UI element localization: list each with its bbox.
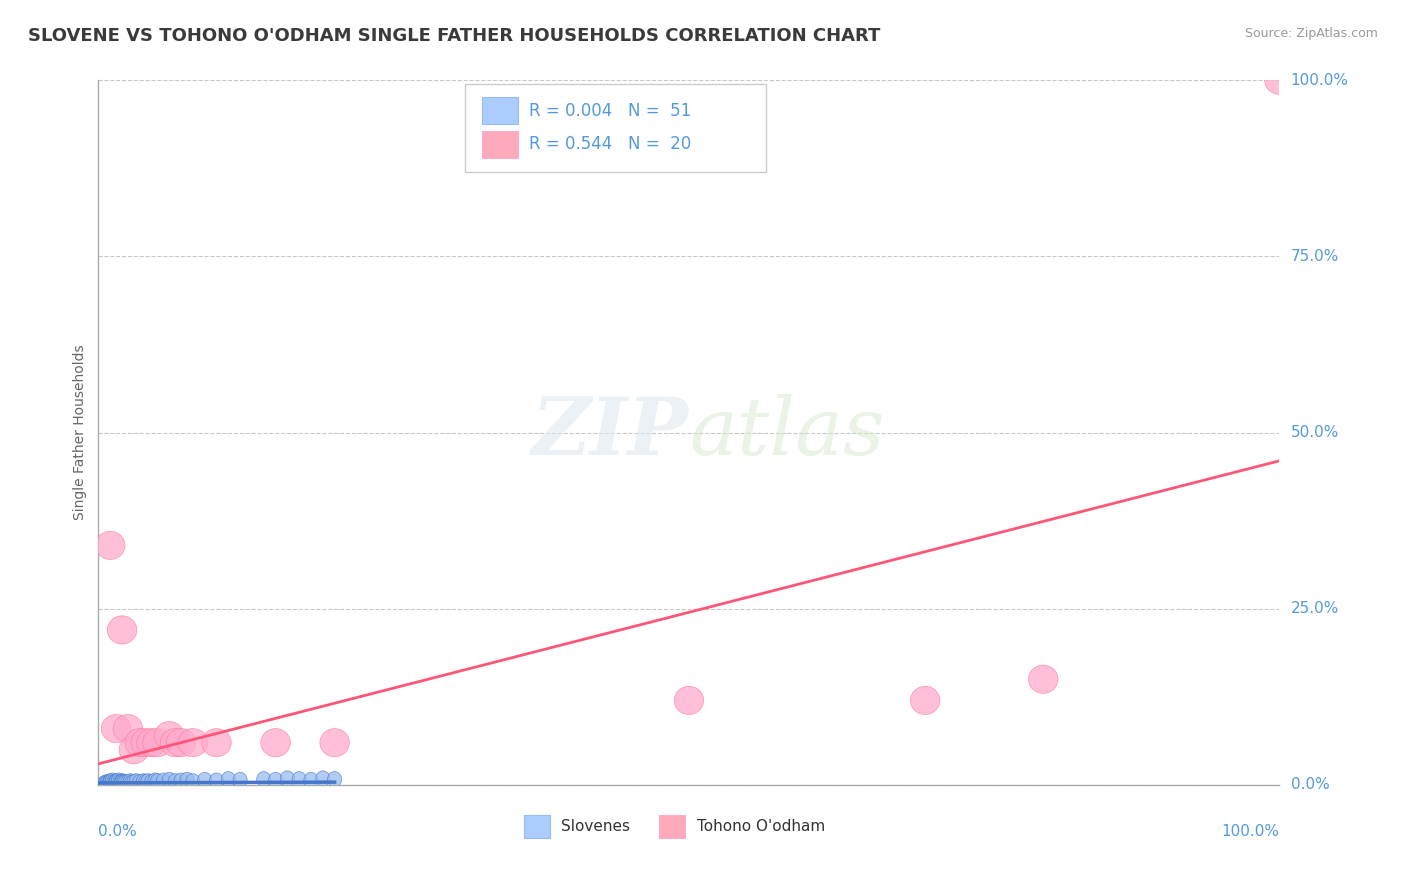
FancyBboxPatch shape <box>482 131 517 158</box>
Ellipse shape <box>124 775 139 790</box>
Ellipse shape <box>1265 66 1295 95</box>
Ellipse shape <box>143 729 173 756</box>
Ellipse shape <box>129 773 143 789</box>
Ellipse shape <box>108 775 122 790</box>
Ellipse shape <box>169 773 183 789</box>
Text: 100.0%: 100.0% <box>1222 823 1279 838</box>
FancyBboxPatch shape <box>482 97 517 124</box>
Ellipse shape <box>269 772 283 788</box>
Ellipse shape <box>166 729 195 756</box>
Ellipse shape <box>114 775 128 790</box>
Ellipse shape <box>198 772 212 788</box>
Ellipse shape <box>911 686 941 714</box>
Ellipse shape <box>150 773 165 789</box>
Text: 0.0%: 0.0% <box>1291 778 1329 792</box>
Ellipse shape <box>280 771 294 787</box>
Ellipse shape <box>141 773 155 789</box>
Text: ZIP: ZIP <box>531 394 689 471</box>
Ellipse shape <box>162 772 176 788</box>
Ellipse shape <box>98 775 112 790</box>
Ellipse shape <box>105 773 120 789</box>
Text: R = 0.004   N =  51: R = 0.004 N = 51 <box>530 102 692 120</box>
Text: atlas: atlas <box>689 394 884 471</box>
Ellipse shape <box>100 776 114 791</box>
Ellipse shape <box>221 772 235 787</box>
Text: 0.0%: 0.0% <box>98 823 138 838</box>
Text: Slovenes: Slovenes <box>561 819 630 834</box>
Ellipse shape <box>292 772 307 787</box>
Ellipse shape <box>107 774 121 790</box>
Text: 100.0%: 100.0% <box>1291 73 1348 87</box>
Y-axis label: Single Father Households: Single Father Households <box>73 345 87 520</box>
Ellipse shape <box>97 776 111 791</box>
Ellipse shape <box>110 775 124 790</box>
Ellipse shape <box>110 773 124 789</box>
Ellipse shape <box>117 774 132 790</box>
Ellipse shape <box>125 729 155 756</box>
Ellipse shape <box>145 774 159 790</box>
Ellipse shape <box>132 774 146 790</box>
Ellipse shape <box>101 714 131 743</box>
Ellipse shape <box>124 773 138 789</box>
Text: Tohono O'odham: Tohono O'odham <box>697 819 825 834</box>
Ellipse shape <box>675 686 704 714</box>
Ellipse shape <box>103 775 117 790</box>
Ellipse shape <box>139 774 153 790</box>
FancyBboxPatch shape <box>659 815 685 838</box>
Ellipse shape <box>202 729 232 756</box>
FancyBboxPatch shape <box>523 815 550 838</box>
Ellipse shape <box>321 729 350 756</box>
Text: 75.0%: 75.0% <box>1291 249 1339 264</box>
Ellipse shape <box>103 773 117 789</box>
Ellipse shape <box>127 774 141 790</box>
Ellipse shape <box>136 729 166 756</box>
Ellipse shape <box>115 774 129 790</box>
Ellipse shape <box>111 773 125 789</box>
FancyBboxPatch shape <box>464 84 766 172</box>
Ellipse shape <box>118 775 132 790</box>
Ellipse shape <box>120 736 149 764</box>
Ellipse shape <box>316 771 330 787</box>
Ellipse shape <box>131 729 160 756</box>
Ellipse shape <box>114 714 143 743</box>
Ellipse shape <box>103 774 117 790</box>
Text: Source: ZipAtlas.com: Source: ZipAtlas.com <box>1244 27 1378 40</box>
Ellipse shape <box>328 772 342 787</box>
Ellipse shape <box>148 773 162 789</box>
Ellipse shape <box>112 774 127 790</box>
Ellipse shape <box>262 729 291 756</box>
Ellipse shape <box>160 729 190 756</box>
Ellipse shape <box>257 772 271 787</box>
Ellipse shape <box>156 773 170 789</box>
Ellipse shape <box>155 722 184 749</box>
Ellipse shape <box>104 775 118 790</box>
Ellipse shape <box>174 773 188 789</box>
Text: R = 0.544   N =  20: R = 0.544 N = 20 <box>530 136 692 153</box>
Ellipse shape <box>233 772 247 788</box>
Ellipse shape <box>304 772 318 788</box>
Ellipse shape <box>179 729 208 756</box>
Text: SLOVENE VS TOHONO O'ODHAM SINGLE FATHER HOUSEHOLDS CORRELATION CHART: SLOVENE VS TOHONO O'ODHAM SINGLE FATHER … <box>28 27 880 45</box>
Ellipse shape <box>107 615 136 644</box>
Text: 25.0%: 25.0% <box>1291 601 1339 616</box>
Ellipse shape <box>96 532 125 559</box>
Text: 50.0%: 50.0% <box>1291 425 1339 440</box>
Ellipse shape <box>121 774 135 790</box>
Ellipse shape <box>180 772 194 788</box>
Ellipse shape <box>101 774 115 790</box>
Ellipse shape <box>209 773 224 789</box>
Ellipse shape <box>136 773 150 789</box>
Ellipse shape <box>186 773 200 789</box>
Ellipse shape <box>115 773 129 789</box>
Ellipse shape <box>1029 665 1059 693</box>
Ellipse shape <box>117 775 131 790</box>
Ellipse shape <box>110 774 124 790</box>
